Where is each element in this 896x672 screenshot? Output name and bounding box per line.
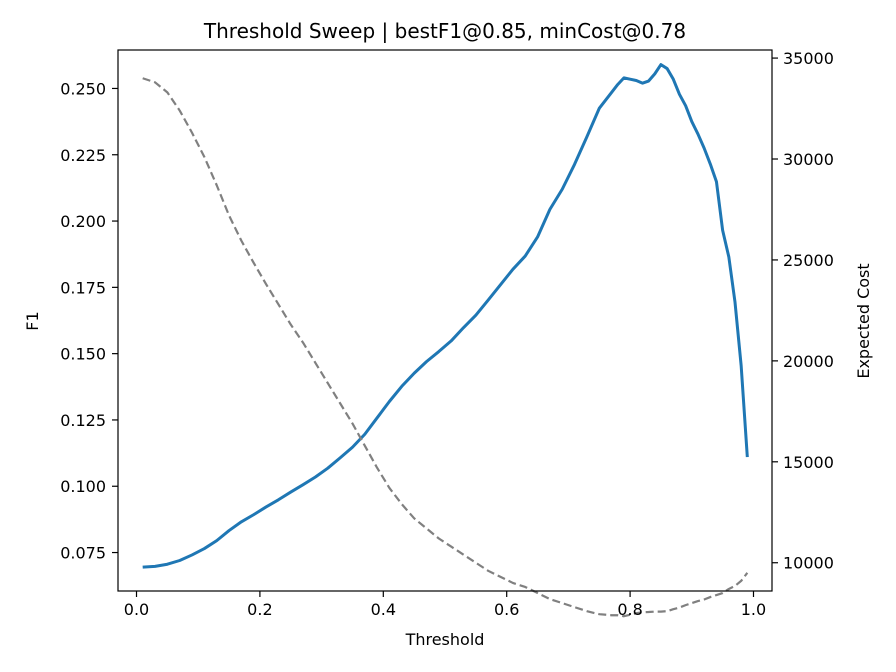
- right-y-tick-label: 25000: [783, 251, 834, 270]
- right-y-axis-label: Expected Cost: [854, 263, 873, 378]
- x-tick-label: 1.0: [741, 600, 766, 619]
- x-tick-label: 0.6: [494, 600, 519, 619]
- right-y-axis-ticks: 10000 15000 20000 25000 30000 35000: [772, 49, 834, 573]
- y-tick-label: 0.200: [60, 212, 106, 231]
- plot-frame: [117, 49, 773, 592]
- x-axis-label: Threshold: [405, 630, 485, 649]
- y-tick-label: 0.075: [60, 544, 106, 563]
- y-tick-label: 0.225: [60, 146, 106, 165]
- chart-title: Threshold Sweep | bestF1@0.85, minCost@0…: [203, 19, 686, 43]
- y-tick-label: 0.100: [60, 477, 106, 496]
- x-axis-ticks: 0.0 0.2 0.4 0.6 0.8 1.0: [124, 591, 766, 619]
- expected-cost-series-line: [142, 77, 749, 618]
- y-tick-label: 0.150: [60, 345, 106, 364]
- f1-series-line: [142, 63, 749, 569]
- x-tick-label: 0.8: [617, 600, 642, 619]
- plot-lines: [142, 63, 749, 618]
- x-tick-label: 0.4: [371, 600, 396, 619]
- x-tick-label: 0.2: [247, 600, 272, 619]
- right-y-tick-label: 10000: [783, 554, 834, 573]
- y-tick-label: 0.250: [60, 79, 106, 98]
- right-y-tick-label: 30000: [783, 150, 834, 169]
- y-tick-label: 0.175: [60, 278, 106, 297]
- x-tick-label: 0.0: [124, 600, 149, 619]
- right-y-tick-label: 35000: [783, 49, 834, 68]
- y-axis-ticks: 0.075 0.100 0.125 0.150 0.175 0.200 0.225 0.250: [60, 79, 118, 563]
- right-y-tick-label: 15000: [783, 453, 834, 472]
- right-y-tick-label: 20000: [783, 352, 834, 371]
- y-axis-label: F1: [23, 311, 42, 330]
- y-tick-label: 0.125: [60, 411, 106, 430]
